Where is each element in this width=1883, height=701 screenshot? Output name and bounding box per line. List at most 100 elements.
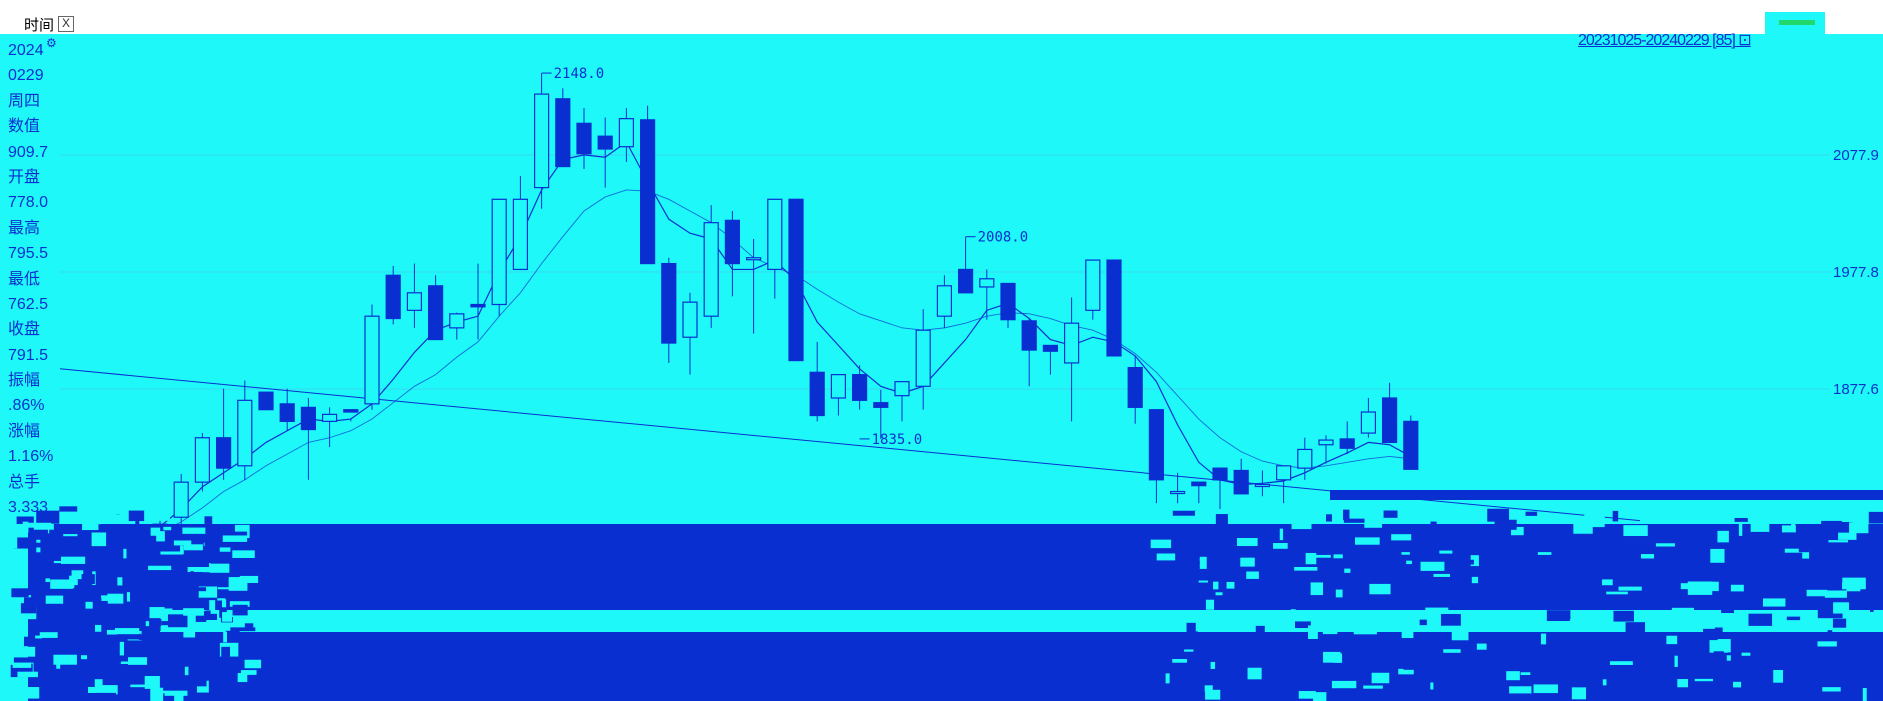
- noise-block: [1150, 539, 1172, 549]
- noise-block: [1680, 583, 1689, 590]
- noise-block: [1537, 552, 1552, 555]
- noise-block: [147, 657, 160, 669]
- noise-block: [1602, 579, 1613, 586]
- candle-down: [216, 437, 232, 469]
- noise-block: [232, 550, 255, 558]
- noise-block: [1816, 508, 1827, 519]
- noise-block: [1786, 616, 1801, 621]
- noise-block: [1527, 674, 1545, 681]
- noise-block: [1870, 658, 1882, 662]
- noise-block: [1788, 613, 1804, 616]
- noise-block: [230, 627, 256, 632]
- noise-block: [1430, 682, 1434, 690]
- noise-block: [1470, 555, 1479, 567]
- candle-up: [322, 413, 338, 422]
- noise-block: [1235, 639, 1254, 643]
- noise-block: [78, 677, 95, 687]
- noise-block: [173, 540, 192, 546]
- noise-block: [35, 635, 43, 639]
- noise-block: [1264, 613, 1272, 616]
- noise-block: [1738, 522, 1743, 536]
- noise-block: [1215, 592, 1223, 596]
- noise-block: [104, 635, 124, 641]
- noise-block: [1862, 688, 1867, 701]
- candle-down: [1106, 259, 1122, 357]
- noise-block: [1387, 588, 1402, 596]
- info-change: 1.16%: [8, 448, 54, 466]
- noise-block: [63, 534, 78, 537]
- noise-block: [118, 559, 138, 571]
- noise-block: [144, 675, 160, 689]
- noise-block: [1401, 626, 1414, 639]
- candle-up: [364, 315, 380, 405]
- noise-block: [1291, 519, 1312, 530]
- noise-block: [1720, 670, 1730, 677]
- candle-up: [237, 399, 253, 467]
- noise-block: [187, 572, 204, 575]
- noise-block: [46, 647, 53, 653]
- noise-block: [1806, 589, 1828, 597]
- noise-block: [1846, 581, 1861, 592]
- noise-block: [1210, 678, 1235, 684]
- info-panel: 2024 0229 周四 数值 909.7 开盘 778.0 最高 795.5 …: [8, 38, 58, 520]
- candle-up: [745, 257, 762, 261]
- noise-block: [1791, 521, 1796, 530]
- noise-block: [215, 666, 234, 671]
- noise-block: [1471, 576, 1479, 584]
- noise-block: [1246, 571, 1259, 579]
- noise-block: [205, 610, 211, 620]
- noise-block: [1383, 510, 1398, 518]
- date-range-label[interactable]: 20231025-20240229 [85] ⊡: [1578, 30, 1752, 50]
- noise-block: [183, 625, 196, 638]
- noise-block: [1419, 614, 1427, 626]
- noise-block: [1176, 604, 1198, 608]
- noise-block: [27, 522, 52, 528]
- noise-block: [183, 544, 203, 551]
- noise-block: [1817, 641, 1837, 647]
- noise-block: [1502, 601, 1515, 610]
- close-icon[interactable]: X: [58, 16, 75, 32]
- noise-block: [1258, 599, 1268, 604]
- info-low: 762.5: [8, 295, 49, 313]
- noise-block: [1750, 520, 1770, 532]
- noise-block: [1654, 669, 1667, 677]
- noise-block: [1333, 554, 1343, 559]
- noise-block: [82, 517, 99, 531]
- tab-time[interactable]: 时间 X: [24, 14, 75, 34]
- noise-block: [1817, 608, 1843, 619]
- date-range-text: 20231025-20240229 [85]: [1578, 32, 1736, 49]
- noise-block: [1406, 560, 1412, 565]
- noise-block: [39, 632, 58, 638]
- noise-block: [222, 535, 248, 542]
- noise-block: [1210, 661, 1216, 669]
- noise-block: [61, 556, 86, 564]
- noise-block: [1821, 520, 1842, 528]
- noise-block: [1728, 652, 1735, 657]
- candle-down: [873, 402, 889, 408]
- info-amplitude: .86%: [8, 397, 45, 415]
- noise-block: [217, 598, 226, 601]
- noise-block: [1276, 640, 1280, 653]
- noise-block: [1703, 628, 1718, 641]
- noise-block: [1781, 525, 1796, 533]
- corner-indicator-icon[interactable]: [1765, 12, 1825, 34]
- noise-block: [1199, 556, 1207, 569]
- candle-down: [470, 303, 486, 308]
- noise-block: [1694, 678, 1714, 682]
- noise-block: [1671, 607, 1694, 614]
- noise-block: [32, 542, 54, 548]
- noise-block: [1762, 598, 1786, 607]
- noise-block: [126, 592, 131, 602]
- noise-block: [16, 516, 36, 524]
- noise-block: [1540, 633, 1547, 645]
- gear-icon[interactable]: ⚙: [46, 36, 57, 50]
- range-settings-icon[interactable]: ⊡: [1734, 32, 1751, 49]
- noise-block: [1734, 517, 1748, 522]
- noise-block: [1609, 661, 1633, 665]
- candle-down: [1127, 367, 1143, 408]
- noise-block: [170, 572, 186, 582]
- moving-average-lines: [59, 141, 1641, 533]
- noise-block: [1443, 649, 1461, 653]
- noise-block: [81, 574, 95, 585]
